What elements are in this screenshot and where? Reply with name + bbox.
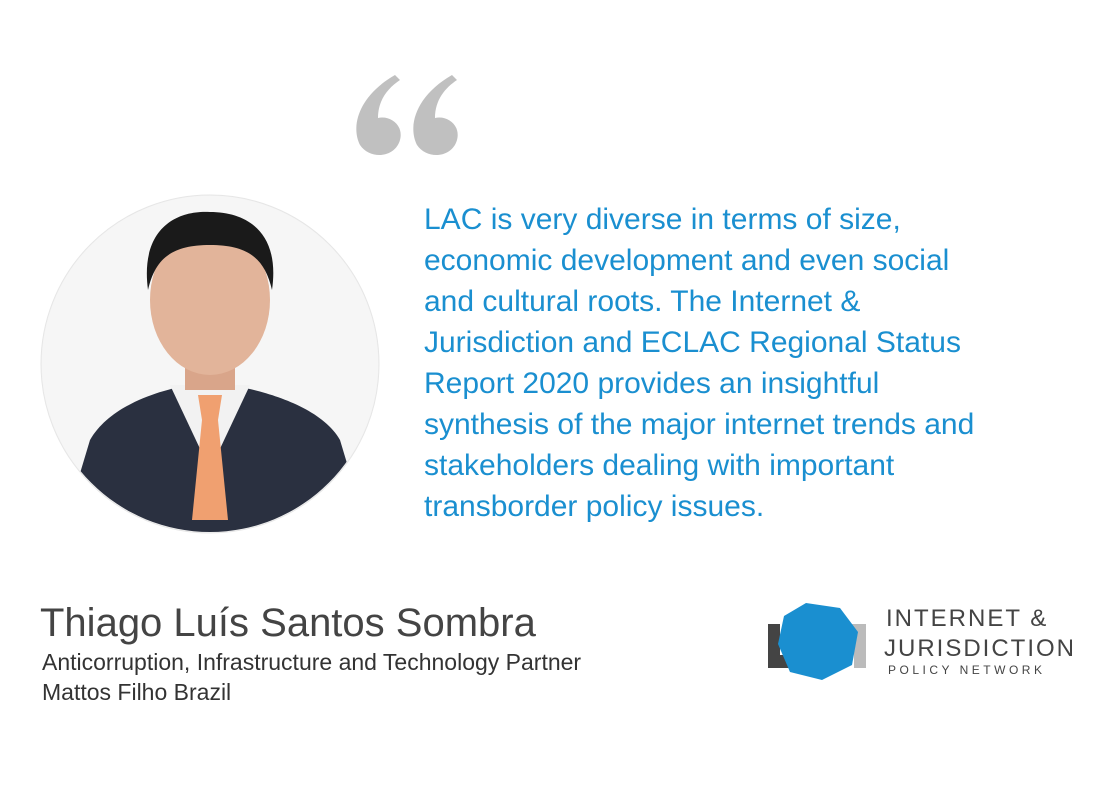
logo-line: POLICY NETWORK [888,663,1045,677]
quote-text: LAC is very diverse in terms of size, ec… [424,203,974,523]
person-organization: Mattos Filho Brazil [42,679,231,705]
quote-line: Jurisdiction and ECLAC Regional Status [424,326,961,359]
quote-line: and cultural roots. The Internet & [424,285,860,318]
quote-line: transborder policy issues. [424,490,764,523]
logo-line: JURISDICTION [884,635,1076,662]
quote-line: Report 2020 provides an insightful [424,367,879,400]
quote-line: LAC is very diverse in terms of size, [424,203,901,236]
quote-mark [356,75,458,156]
quote-line: economic development and even social [424,244,949,277]
logo: INTERNET & JURISDICTION POLICY NETWORK [768,603,1076,680]
person-name: Thiago Luís Santos Sombra [40,601,537,645]
quote-line: stakeholders dealing with important [424,449,895,482]
person-role: Anticorruption, Infrastructure and Techn… [42,649,581,675]
photo [42,196,378,532]
quote-line: synthesis of the major internet trends a… [424,408,974,441]
logo-line: INTERNET & [886,605,1048,632]
